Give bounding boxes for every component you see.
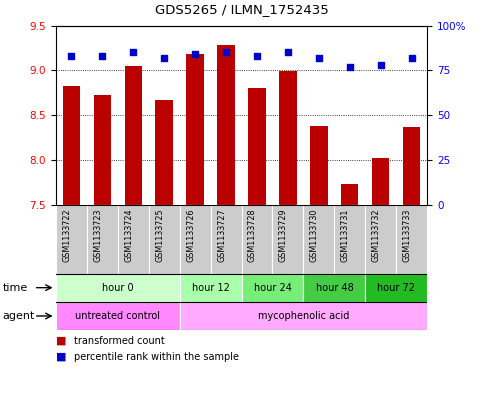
Text: GSM1133723: GSM1133723 xyxy=(93,208,102,262)
Point xyxy=(408,55,416,61)
FancyBboxPatch shape xyxy=(366,274,427,302)
Text: hour 48: hour 48 xyxy=(315,283,354,293)
FancyBboxPatch shape xyxy=(86,205,117,274)
Bar xyxy=(125,66,142,205)
Text: percentile rank within the sample: percentile rank within the sample xyxy=(74,352,239,362)
Text: GSM1133731: GSM1133731 xyxy=(341,208,350,262)
Text: GSM1133726: GSM1133726 xyxy=(186,208,195,262)
FancyBboxPatch shape xyxy=(56,205,86,274)
Point xyxy=(191,51,199,57)
Point xyxy=(129,49,137,55)
Bar xyxy=(62,86,80,205)
FancyBboxPatch shape xyxy=(242,205,272,274)
Point xyxy=(377,62,385,68)
Point xyxy=(98,53,106,59)
Text: GSM1133727: GSM1133727 xyxy=(217,208,226,262)
FancyBboxPatch shape xyxy=(180,302,427,330)
FancyBboxPatch shape xyxy=(117,205,149,274)
Bar xyxy=(186,54,203,205)
Bar xyxy=(341,184,358,205)
Text: GSM1133732: GSM1133732 xyxy=(372,208,381,262)
Text: hour 72: hour 72 xyxy=(377,283,415,293)
Text: hour 24: hour 24 xyxy=(254,283,291,293)
FancyBboxPatch shape xyxy=(56,274,180,302)
Text: GSM1133725: GSM1133725 xyxy=(155,208,164,262)
Text: hour 0: hour 0 xyxy=(102,283,133,293)
FancyBboxPatch shape xyxy=(180,205,211,274)
Bar xyxy=(248,88,266,205)
FancyBboxPatch shape xyxy=(180,274,242,302)
Bar xyxy=(94,95,111,205)
Text: mycophenolic acid: mycophenolic acid xyxy=(258,311,349,321)
Text: untreated control: untreated control xyxy=(75,311,160,321)
FancyBboxPatch shape xyxy=(366,205,397,274)
FancyBboxPatch shape xyxy=(303,205,334,274)
FancyBboxPatch shape xyxy=(149,205,180,274)
Text: time: time xyxy=(2,283,28,293)
Point xyxy=(315,55,323,61)
Text: transformed count: transformed count xyxy=(74,336,165,345)
Point xyxy=(67,53,75,59)
Bar xyxy=(403,127,421,205)
FancyBboxPatch shape xyxy=(56,302,180,330)
Text: GSM1133730: GSM1133730 xyxy=(310,208,319,262)
Point xyxy=(160,55,168,61)
Text: GSM1133728: GSM1133728 xyxy=(248,208,257,262)
Text: ■: ■ xyxy=(56,336,66,345)
Bar xyxy=(280,71,297,205)
Text: GSM1133722: GSM1133722 xyxy=(62,208,71,262)
FancyBboxPatch shape xyxy=(211,205,242,274)
FancyBboxPatch shape xyxy=(397,205,427,274)
Point xyxy=(222,49,230,55)
Bar xyxy=(311,126,327,205)
Bar xyxy=(217,45,235,205)
Bar xyxy=(372,158,389,205)
Text: agent: agent xyxy=(2,311,35,321)
Text: GSM1133729: GSM1133729 xyxy=(279,208,288,262)
Bar xyxy=(156,100,172,205)
Text: GSM1133733: GSM1133733 xyxy=(403,208,412,262)
Point xyxy=(253,53,261,59)
Text: GDS5265 / ILMN_1752435: GDS5265 / ILMN_1752435 xyxy=(155,3,328,16)
FancyBboxPatch shape xyxy=(334,205,366,274)
Text: ■: ■ xyxy=(56,352,66,362)
Point xyxy=(284,49,292,55)
FancyBboxPatch shape xyxy=(303,274,366,302)
FancyBboxPatch shape xyxy=(242,274,303,302)
Point xyxy=(346,64,354,70)
Text: hour 12: hour 12 xyxy=(192,283,229,293)
FancyBboxPatch shape xyxy=(272,205,303,274)
Text: GSM1133724: GSM1133724 xyxy=(124,208,133,262)
